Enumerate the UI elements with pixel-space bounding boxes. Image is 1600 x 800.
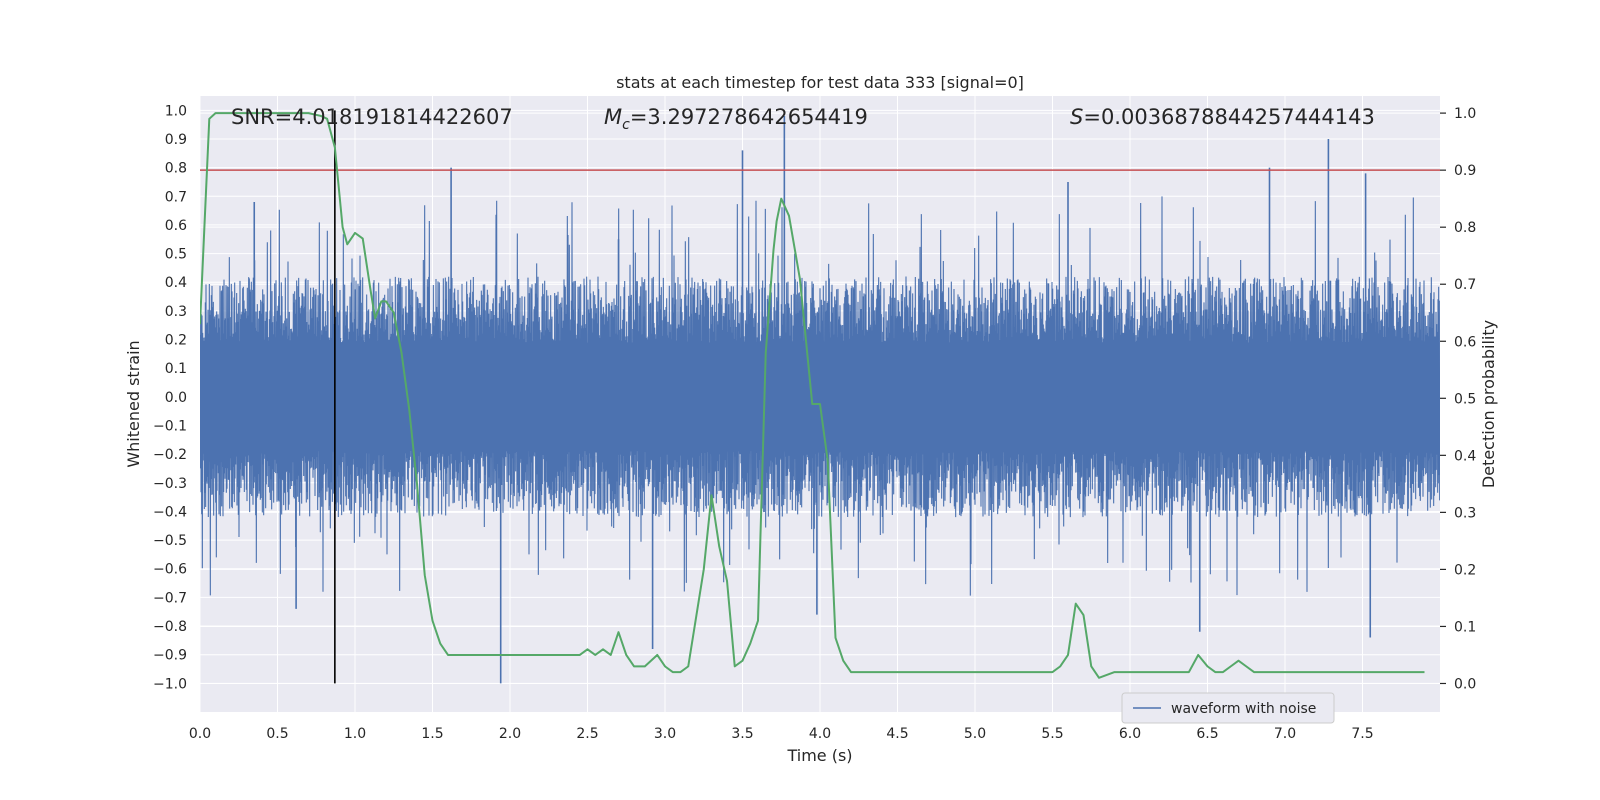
s-symbol: S	[1070, 105, 1083, 129]
x-tick-label: 3.0	[654, 726, 676, 742]
legend-box	[1121, 692, 1335, 724]
x-tick-label: 2.5	[576, 726, 598, 742]
right-axis-label: Detection probability	[1479, 320, 1498, 488]
chart-title: stats at each timestep for test data 333…	[616, 73, 1024, 92]
x-tick-label: 5.0	[964, 726, 986, 742]
ticks: 0.0 0.5 1.0 1.5 2.0 2.5 3.0 3.5 4.0 4.5 5.0 5.5 6.0 6…	[153, 103, 1476, 742]
y-right-tick-label: 0.4	[1454, 448, 1476, 464]
x-tick-label: 7.0	[1274, 726, 1296, 742]
y-right-tick-label: 0.3	[1454, 505, 1476, 521]
y-left-tick-label: −0.2	[153, 447, 187, 463]
y-left-tick-label: −0.7	[153, 590, 187, 606]
x-tick-label: 5.5	[1041, 726, 1063, 742]
chirp-mass-symbol: M	[604, 105, 622, 129]
y-right-tick-label: 0.0	[1454, 676, 1476, 692]
y-right-tick-label: 0.1	[1454, 619, 1476, 635]
detection-probability-line	[200, 112, 1425, 679]
x-tick-label: 1.0	[344, 726, 366, 742]
s-annotation: S=0.0036878844257444143	[1070, 105, 1375, 129]
x-tick-label: 3.5	[731, 726, 753, 742]
y-left-tick-label: 0.1	[165, 361, 187, 377]
y-left-tick-label: 0.3	[165, 304, 187, 320]
x-tick-label: 6.0	[1119, 726, 1141, 742]
y-right-tick-label: 0.7	[1454, 277, 1476, 293]
waveform-series	[200, 116, 1440, 684]
chirp-mass-subscript: c	[622, 117, 630, 133]
y-right-tick-label: 1.0	[1454, 106, 1476, 122]
x-tick-label: 4.5	[886, 726, 908, 742]
y-left-tick-label: −0.6	[153, 562, 187, 578]
y-right-tick-label: 0.9	[1454, 163, 1476, 179]
y-left-tick-label: 0.6	[165, 218, 187, 234]
waveform-trace	[200, 196, 1440, 596]
x-axis-label: Time (s)	[786, 746, 852, 765]
y-right-tick-label: 0.6	[1454, 334, 1476, 350]
y-left-tick-label: 0.0	[165, 390, 187, 406]
chirp-mass-annotation: Mc=3.297278642654419	[604, 105, 868, 133]
y-right-tick-label: 0.5	[1454, 391, 1476, 407]
x-tick-label: 7.5	[1351, 726, 1373, 742]
y-left-tick-label: −0.8	[153, 619, 187, 635]
y-left-tick-label: −0.4	[153, 504, 187, 520]
x-tick-label: 4.0	[809, 726, 831, 742]
y-right-tick-label: 0.8	[1454, 220, 1476, 236]
overlays	[200, 110, 1440, 684]
y-left-tick-label: 0.8	[165, 161, 187, 177]
left-axis-label: Whitened strain	[124, 340, 143, 467]
y-left-tick-label: 0.5	[165, 247, 187, 263]
y-left-tick-label: −1.0	[153, 676, 187, 692]
legend: waveform with noise	[1121, 692, 1335, 724]
snr-annotation: SNR=4.018191814422607	[231, 105, 513, 129]
y-right-tick-label: 0.2	[1454, 562, 1476, 578]
x-tick-label: 6.5	[1196, 726, 1218, 742]
y-left-tick-label: −0.9	[153, 648, 187, 664]
y-left-tick-label: 1.0	[165, 103, 187, 119]
s-value: =0.0036878844257444143	[1083, 105, 1375, 129]
y-left-tick-label: 0.9	[165, 132, 187, 148]
y-left-tick-label: 0.7	[165, 189, 187, 205]
y-left-tick-label: −0.5	[153, 533, 187, 549]
chirp-mass-value: =3.297278642654419	[630, 105, 868, 129]
y-left-tick-label: 0.4	[165, 275, 187, 291]
x-tick-label: 2.0	[499, 726, 521, 742]
x-tick-label: 0.5	[266, 726, 288, 742]
x-tick-label: 1.5	[421, 726, 443, 742]
y-left-tick-label: 0.2	[165, 333, 187, 349]
y-left-tick-label: −0.1	[153, 418, 187, 434]
legend-label-waveform: waveform with noise	[1171, 701, 1316, 717]
y-left-tick-label: −0.3	[153, 476, 187, 492]
x-tick-label: 0.0	[189, 726, 211, 742]
